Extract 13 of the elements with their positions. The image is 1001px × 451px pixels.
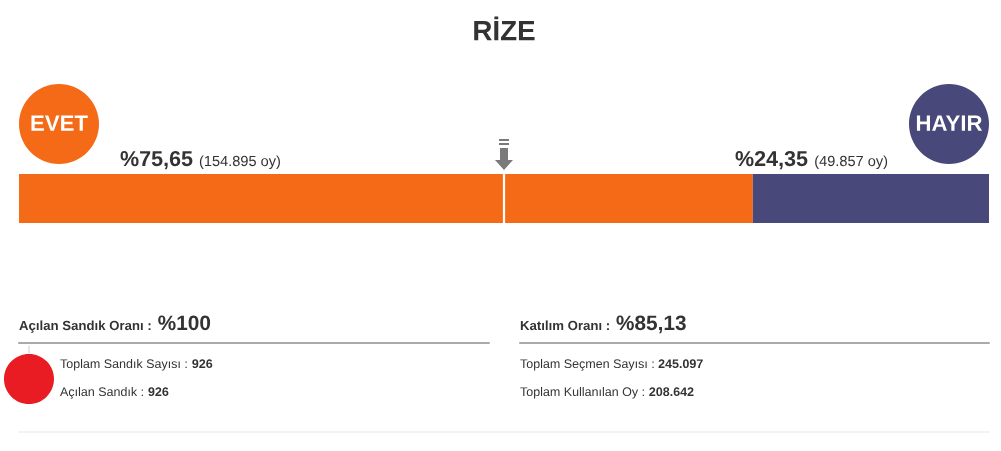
text: Toplam Kullanılan Oy : 208.642	[520, 386, 694, 399]
text: Toplam Seçmen Sayısı : 245.097	[520, 358, 703, 371]
text: Katılım Oranı : %85,13	[520, 315, 686, 334]
chart-title: RİZE	[474, 16, 535, 41]
text: (49.857 oy)	[815, 155, 888, 170]
text: Toplam Sandık Sayısı : 926	[60, 358, 213, 371]
series-label: EVET	[31, 115, 88, 131]
text: Açılan Sandık : 926	[60, 386, 169, 399]
data-label: %24,35	[735, 150, 808, 170]
text: Açılan Sandık Oranı : %100	[19, 315, 211, 333]
text: (154.895 oy)	[199, 155, 280, 170]
data-label: %75,65	[120, 150, 193, 170]
series-label: HAYIR	[916, 115, 983, 131]
